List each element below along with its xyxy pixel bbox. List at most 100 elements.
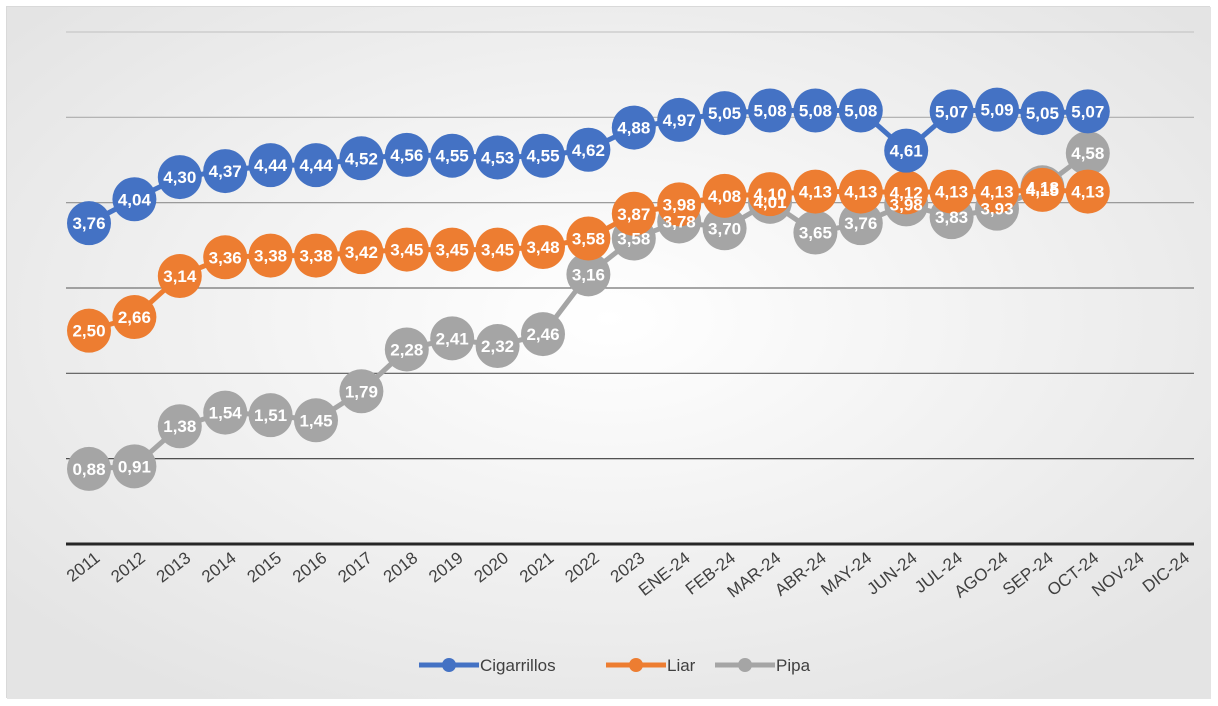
data-label-cigarrillos: 4,97 xyxy=(663,111,696,130)
data-point-cigarrillos xyxy=(702,91,747,136)
data-label-pipa: 1,51 xyxy=(254,406,287,425)
data-label-cigarrillos: 5,08 xyxy=(753,102,786,121)
data-point-liar xyxy=(1020,167,1065,212)
data-label-pipa: 2,32 xyxy=(481,337,514,356)
data-point-pipa xyxy=(112,444,157,489)
data-label-liar: 4,08 xyxy=(708,187,741,206)
data-point-liar xyxy=(521,225,565,270)
data-point-liar xyxy=(384,227,429,272)
data-label-liar: 4,15 xyxy=(1026,181,1059,200)
data-point-pipa xyxy=(1065,131,1110,176)
data-point-pipa xyxy=(430,316,475,361)
series-layer xyxy=(67,87,1110,491)
data-point-liar xyxy=(975,169,1019,214)
data-label-cigarrillos: 4,53 xyxy=(481,148,514,167)
legend: Cigarrillos Liar Pipa xyxy=(419,656,811,675)
data-point-cigarrillos xyxy=(657,97,702,142)
data-label-liar: 4,13 xyxy=(844,183,877,202)
data-point-liar xyxy=(566,216,611,261)
data-point-liar xyxy=(203,235,248,280)
data-point-cigarrillos xyxy=(884,128,929,173)
data-label-cigarrillos: 4,56 xyxy=(390,146,423,165)
data-label-cigarrillos: 5,07 xyxy=(1071,102,1104,121)
data-point-pipa xyxy=(294,398,338,443)
chart-frame: 2011 2012 2013 2014 2015 2016 2017 2018 2019 2020… xyxy=(6,6,1211,699)
data-point-liar xyxy=(248,233,293,278)
data-label-liar: 4,13 xyxy=(799,183,832,202)
data-label-cigarrillos: 5,05 xyxy=(1026,104,1059,123)
legend-label: Cigarrillos xyxy=(480,656,556,675)
data-point-liar xyxy=(793,169,838,214)
data-labels: 0,88 0,91 1,38 1,54 1,51 1,45 1,79 2,28 2,41 2,32… xyxy=(72,101,1104,479)
data-point-pipa xyxy=(702,206,747,251)
legend-swatch-marker xyxy=(629,658,643,672)
data-point-liar xyxy=(929,169,974,214)
data-label-liar: 3,36 xyxy=(209,248,242,267)
legend-item-pipa: Pipa xyxy=(715,656,811,675)
data-point-cigarrillos xyxy=(475,135,520,180)
legend-item-cigarrillos: Cigarrillos xyxy=(419,656,556,675)
data-label-liar: 4,12 xyxy=(890,183,923,202)
legend-label: Pipa xyxy=(776,656,811,675)
data-point-cigarrillos xyxy=(975,87,1019,132)
data-point-liar xyxy=(702,173,747,218)
data-label-pipa: 3,70 xyxy=(708,219,741,238)
data-label-liar: 3,98 xyxy=(663,195,696,214)
data-point-pipa xyxy=(248,393,293,438)
data-point-liar xyxy=(657,182,702,227)
data-point-pipa xyxy=(793,210,838,255)
data-label-pipa: 0,91 xyxy=(118,457,151,476)
data-point-liar xyxy=(430,227,475,272)
data-label-cigarrillos: 4,44 xyxy=(299,156,333,175)
data-point-liar xyxy=(475,227,520,272)
data-label-pipa: 3,78 xyxy=(663,212,696,231)
data-point-pipa xyxy=(521,312,565,357)
data-point-cigarrillos xyxy=(521,133,565,178)
data-point-liar xyxy=(1065,169,1110,214)
data-label-liar: 4,13 xyxy=(980,183,1013,202)
data-label-cigarrillos: 5,09 xyxy=(980,101,1013,120)
data-point-pipa xyxy=(157,404,202,449)
data-label-pipa: 0,88 xyxy=(72,460,105,479)
data-label-liar: 3,87 xyxy=(617,205,650,224)
data-label-liar: 4,10 xyxy=(753,185,786,204)
data-point-cigarrillos xyxy=(384,132,429,177)
data-label-liar: 3,45 xyxy=(436,241,469,260)
data-label-cigarrillos: 4,88 xyxy=(617,119,650,138)
data-point-pipa xyxy=(203,390,248,435)
data-point-liar xyxy=(884,170,929,215)
data-label-pipa: 1,54 xyxy=(209,404,243,423)
data-label-pipa: 4,18 xyxy=(1026,178,1059,197)
legend-item-liar: Liar xyxy=(606,656,696,675)
data-label-cigarrillos: 5,05 xyxy=(708,104,741,123)
data-point-pipa xyxy=(384,327,429,372)
data-label-pipa: 3,93 xyxy=(980,200,1013,219)
data-point-cigarrillos xyxy=(112,177,157,222)
data-point-liar xyxy=(67,308,111,353)
data-point-cigarrillos xyxy=(1020,91,1065,136)
line-chart: 2011 2012 2013 2014 2015 2016 2017 2018 2019 2020… xyxy=(7,7,1211,699)
data-label-cigarrillos: 4,55 xyxy=(436,147,469,166)
data-label-cigarrillos: 4,04 xyxy=(118,190,152,209)
data-label-cigarrillos: 5,08 xyxy=(799,102,832,121)
data-point-cigarrillos xyxy=(157,155,202,200)
data-point-cigarrillos xyxy=(430,133,475,178)
data-label-liar: 4,13 xyxy=(935,183,968,202)
data-point-cigarrillos xyxy=(1065,89,1110,134)
data-label-cigarrillos: 4,62 xyxy=(572,141,605,160)
data-point-cigarrillos xyxy=(248,143,293,188)
data-point-cigarrillos xyxy=(793,88,838,133)
data-label-cigarrillos: 4,30 xyxy=(163,168,196,187)
data-point-cigarrillos xyxy=(67,201,111,246)
data-label-cigarrillos: 5,08 xyxy=(844,102,877,121)
data-label-liar: 3,48 xyxy=(526,238,559,257)
data-label-pipa: 3,76 xyxy=(844,214,877,233)
data-point-liar xyxy=(157,254,202,299)
data-label-pipa: 3,16 xyxy=(572,265,605,284)
series-liar xyxy=(67,167,1110,353)
series-cigarrillos xyxy=(67,87,1110,246)
data-point-cigarrillos xyxy=(838,88,883,133)
data-point-cigarrillos xyxy=(566,127,611,172)
data-label-cigarrillos: 4,44 xyxy=(254,156,288,175)
data-label-liar: 3,42 xyxy=(345,243,378,262)
